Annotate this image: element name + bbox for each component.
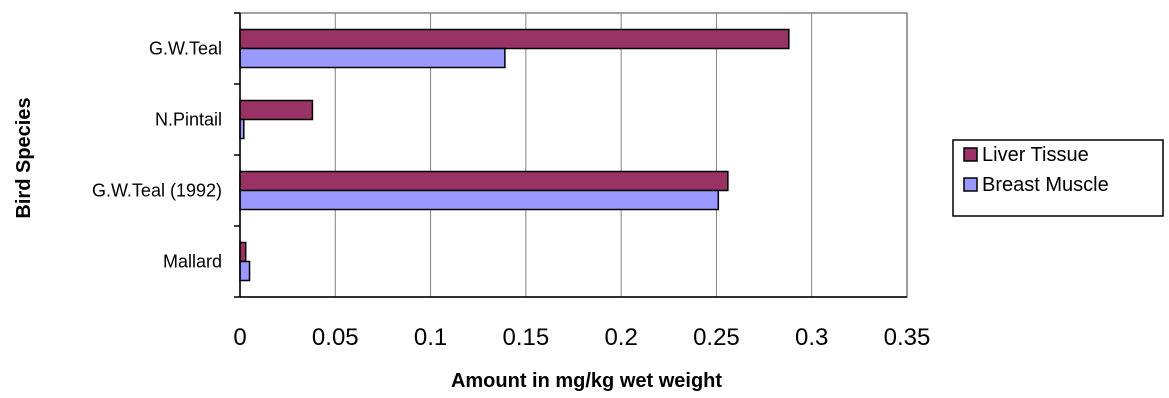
legend-label-breast-muscle: Breast Muscle <box>982 174 1109 196</box>
bar-liver-tissue <box>239 241 247 263</box>
x-tick-label: 0 <box>233 324 246 351</box>
legend-swatch-liver-tissue <box>963 147 978 162</box>
bar-liver-tissue <box>239 28 790 50</box>
y-category-label: G.W.Teal (1992) <box>92 181 222 201</box>
y-category-label: Mallard <box>163 252 222 272</box>
y-category-label: G.W.Teal <box>149 39 222 59</box>
y-category-label: N.Pintail <box>155 110 222 130</box>
x-tick-label: 0.25 <box>693 324 740 351</box>
y-axis-title: Bird Species <box>13 97 35 218</box>
legend-label-liver-tissue: Liver Tissue <box>982 144 1089 166</box>
x-tick-labels: 0 0.05 0.1 0.15 0.2 0.25 0.3 0.35 <box>233 324 930 351</box>
x-tick-label: 0.35 <box>884 324 931 351</box>
bar-breast-muscle <box>239 189 720 211</box>
bars <box>239 28 790 282</box>
x-tick-label: 0.3 <box>795 324 828 351</box>
x-axis-title: Amount in mg/kg wet weight <box>451 370 722 392</box>
bar-liver-tissue <box>239 170 729 192</box>
x-tick-label: 0.15 <box>502 324 549 351</box>
bar-breast-muscle <box>239 260 251 282</box>
x-tick-label: 0.2 <box>604 324 637 351</box>
x-tick-label: 0.05 <box>312 324 359 351</box>
axes <box>234 12 907 298</box>
bar-liver-tissue <box>239 99 314 121</box>
legend: Liver Tissue Breast Muscle <box>952 139 1164 217</box>
bar-breast-muscle <box>239 47 506 69</box>
x-tick-label: 0.1 <box>414 324 447 351</box>
legend-swatch-breast-muscle <box>963 177 978 192</box>
legend-box <box>952 139 1164 217</box>
y-category-labels: G.W.Teal N.Pintail G.W.Teal (1992) Mallard <box>92 39 222 272</box>
